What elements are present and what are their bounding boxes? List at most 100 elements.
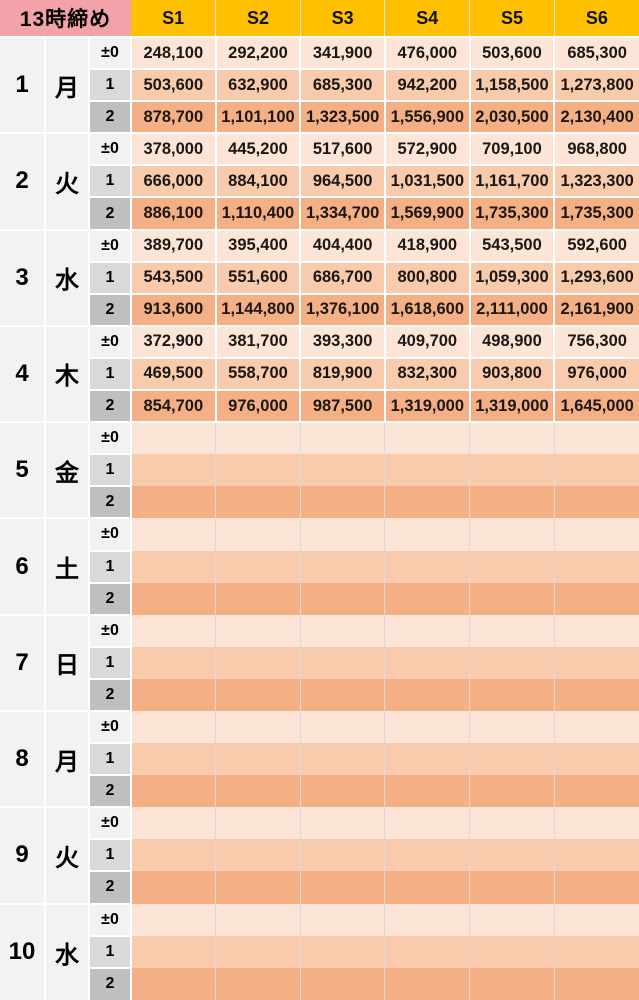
value-cell[interactable]: 592,600 [553,228,639,263]
value-cell[interactable] [215,935,301,968]
value-cell[interactable] [384,871,471,904]
value-cell[interactable]: 341,900 [299,35,386,71]
value-cell[interactable]: 1,645,000 [553,389,639,424]
value-cell[interactable]: 1,323,300 [553,164,639,199]
value-cell[interactable] [469,582,555,615]
value-cell[interactable] [554,871,639,904]
value-cell[interactable] [554,422,639,455]
value-cell[interactable] [469,678,555,711]
value-cell[interactable]: 1,059,300 [468,260,556,295]
day-number[interactable]: 2 [0,132,46,231]
day-number[interactable]: 8 [0,709,46,809]
value-cell[interactable] [554,935,639,968]
value-cell[interactable]: 292,200 [214,35,302,71]
day-number[interactable]: 7 [0,613,46,712]
level-label[interactable]: 1 [88,645,132,680]
value-cell[interactable] [384,775,471,808]
value-cell[interactable] [554,454,639,487]
value-cell[interactable] [384,646,471,679]
value-cell[interactable]: 2,161,900 [553,292,639,327]
level-label[interactable]: 2 [88,389,132,424]
level-label[interactable]: ±0 [88,613,132,648]
value-cell[interactable]: 976,000 [553,356,639,392]
value-cell[interactable]: 445,200 [214,132,302,167]
value-cell[interactable]: 1,293,600 [553,260,639,295]
value-cell[interactable] [469,518,555,551]
level-label[interactable]: ±0 [88,35,132,71]
value-cell[interactable] [131,935,217,968]
value-cell[interactable]: 1,735,300 [553,196,639,231]
value-cell[interactable] [554,614,639,647]
value-cell[interactable]: 248,100 [130,35,217,71]
level-label[interactable]: 2 [88,581,132,616]
value-cell[interactable] [131,743,217,776]
column-header-s6[interactable]: S6 [553,0,639,38]
value-cell[interactable] [469,486,555,519]
value-cell[interactable]: 572,900 [383,132,471,167]
value-cell[interactable] [215,614,301,647]
day-name[interactable]: 水 [44,902,90,1000]
value-cell[interactable] [131,871,217,904]
day-name[interactable]: 水 [44,228,90,327]
value-cell[interactable]: 1,319,000 [383,389,471,424]
value-cell[interactable] [384,454,471,487]
value-cell[interactable] [469,614,555,647]
value-cell[interactable]: 551,600 [214,260,302,295]
value-cell[interactable] [469,454,555,487]
value-cell[interactable]: 878,700 [130,100,217,135]
value-cell[interactable] [215,743,301,776]
value-cell[interactable]: 395,400 [214,228,302,263]
value-cell[interactable]: 389,700 [130,228,217,263]
value-cell[interactable]: 854,700 [130,389,217,424]
value-cell[interactable]: 381,700 [214,324,302,359]
value-cell[interactable] [131,967,217,1000]
value-cell[interactable] [300,518,386,551]
value-cell[interactable] [554,743,639,776]
value-cell[interactable] [384,967,471,1000]
value-cell[interactable]: 543,500 [468,228,556,263]
value-cell[interactable] [469,839,555,872]
day-number[interactable]: 10 [0,902,46,1000]
value-cell[interactable] [131,614,217,647]
level-label[interactable]: 2 [88,485,132,520]
value-cell[interactable] [469,743,555,776]
value-cell[interactable] [384,422,471,455]
value-cell[interactable] [300,710,386,744]
value-cell[interactable]: 503,600 [130,68,217,103]
value-cell[interactable] [215,518,301,551]
value-cell[interactable] [554,839,639,872]
value-cell[interactable] [131,518,217,551]
value-cell[interactable] [215,839,301,872]
value-cell[interactable] [384,486,471,519]
value-cell[interactable] [131,678,217,711]
value-cell[interactable] [469,967,555,1000]
value-cell[interactable]: 1,031,500 [383,164,471,199]
value-cell[interactable] [131,710,217,744]
level-label[interactable]: ±0 [88,132,132,167]
value-cell[interactable] [384,743,471,776]
value-cell[interactable]: 503,600 [468,35,556,71]
level-label[interactable]: ±0 [88,806,132,841]
value-cell[interactable] [215,775,301,808]
value-cell[interactable] [384,550,471,583]
level-label[interactable]: ±0 [88,517,132,552]
value-cell[interactable] [300,839,386,872]
value-cell[interactable] [300,935,386,968]
value-cell[interactable]: 378,000 [130,132,217,167]
value-cell[interactable]: 685,300 [553,35,639,71]
column-header-s4[interactable]: S4 [384,0,470,38]
value-cell[interactable] [215,646,301,679]
value-cell[interactable] [469,422,555,455]
column-header-s5[interactable]: S5 [469,0,555,38]
level-label[interactable]: 2 [88,774,132,809]
day-name[interactable]: 木 [44,324,90,424]
level-label[interactable]: 2 [88,196,132,231]
level-label[interactable]: 1 [88,164,132,199]
value-cell[interactable]: 469,500 [130,356,217,392]
value-cell[interactable] [215,871,301,904]
level-label[interactable]: 2 [88,966,132,1000]
value-cell[interactable] [384,614,471,647]
value-cell[interactable]: 1,319,000 [468,389,556,424]
value-cell[interactable]: 886,100 [130,196,217,231]
value-cell[interactable]: 632,900 [214,68,302,103]
